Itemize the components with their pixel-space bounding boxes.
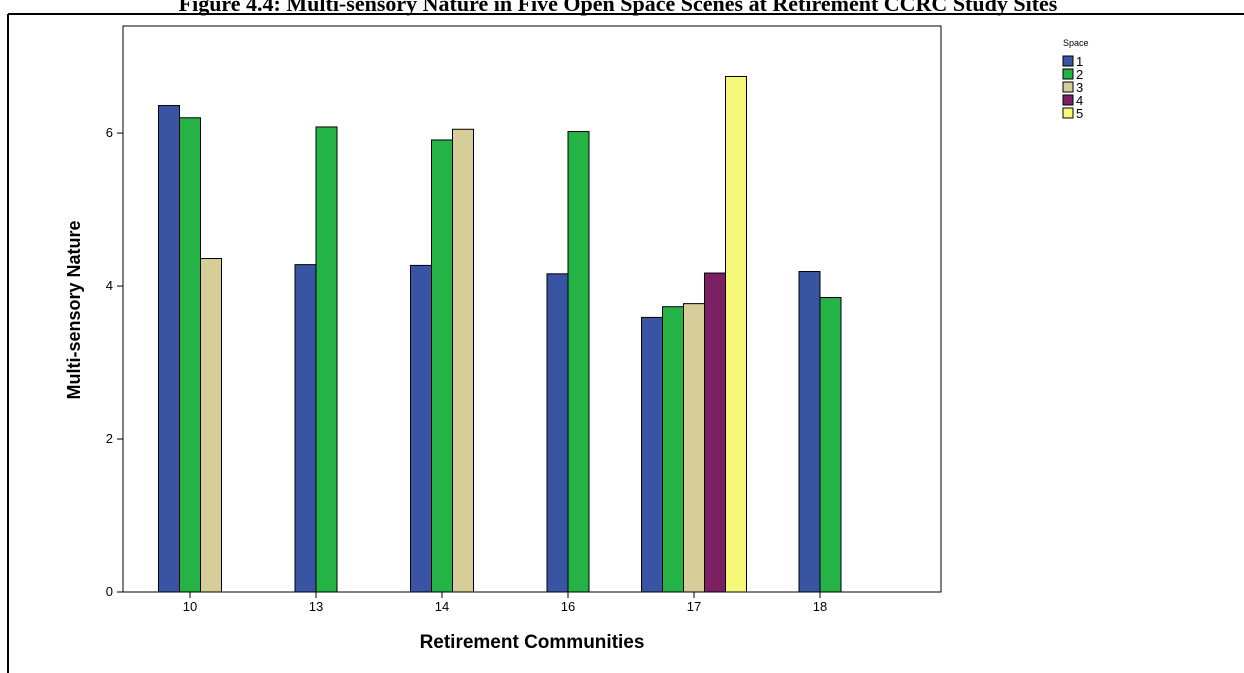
legend-label-5: 5 (1076, 106, 1083, 121)
bar-18-space-2 (819, 297, 842, 593)
bar-10-space-3 (200, 258, 222, 593)
bar-13-space-2 (315, 126, 338, 593)
x-tick-label: 14 (435, 599, 449, 614)
x-axis-label: Retirement Communities (420, 632, 645, 653)
y-axis-label: Multi-sensory Nature (64, 220, 84, 399)
legend-swatch-5 (1062, 107, 1074, 119)
legend-label-3: 3 (1076, 80, 1083, 95)
bar-17-space-3 (683, 303, 705, 593)
legend-swatch-1 (1062, 55, 1074, 67)
y-tick-label: 6 (106, 125, 113, 140)
y-tick-label: 0 (106, 584, 113, 599)
x-tick-label: 13 (309, 599, 323, 614)
x-tick-label: 18 (813, 599, 827, 614)
x-tick-label: 17 (687, 599, 701, 614)
bar-17-space-5 (725, 75, 747, 593)
legend-label-1: 1 (1076, 54, 1083, 69)
bar-10-space-2 (179, 117, 201, 593)
legend-label-4: 4 (1076, 93, 1083, 108)
bar-17-space-1 (641, 316, 663, 593)
y-tick-label: 2 (106, 431, 113, 446)
bar-16-space-2 (567, 131, 590, 593)
bar-16-space-1 (546, 273, 569, 593)
legend-swatch-4 (1062, 94, 1074, 106)
bar-13-space-1 (294, 264, 317, 593)
x-axis-ticks: 10 13 14 16 17 18 (183, 592, 827, 614)
y-axis-ticks: 0 2 4 6 (106, 125, 123, 599)
x-tick-label: 16 (561, 599, 575, 614)
bar-14-space-1 (410, 264, 432, 593)
y-tick-label: 4 (106, 278, 113, 293)
legend-swatch-2 (1062, 68, 1074, 80)
bars (158, 75, 842, 593)
bar-14-space-3 (452, 128, 474, 593)
plot-area (122, 25, 942, 593)
bar-14-space-2 (431, 139, 453, 593)
bar-18-space-1 (798, 271, 821, 593)
legend-swatch-3 (1062, 81, 1074, 93)
chart-title: Figure 4.4: Multi-sensory Nature in Five… (179, 0, 1058, 16)
legend-label-2: 2 (1076, 67, 1083, 82)
bar-17-space-4 (704, 272, 726, 593)
bar-17-space-2 (662, 306, 684, 593)
x-tick-label: 10 (183, 599, 197, 614)
bar-10-space-1 (158, 105, 180, 593)
legend-title: Space (1063, 38, 1089, 48)
